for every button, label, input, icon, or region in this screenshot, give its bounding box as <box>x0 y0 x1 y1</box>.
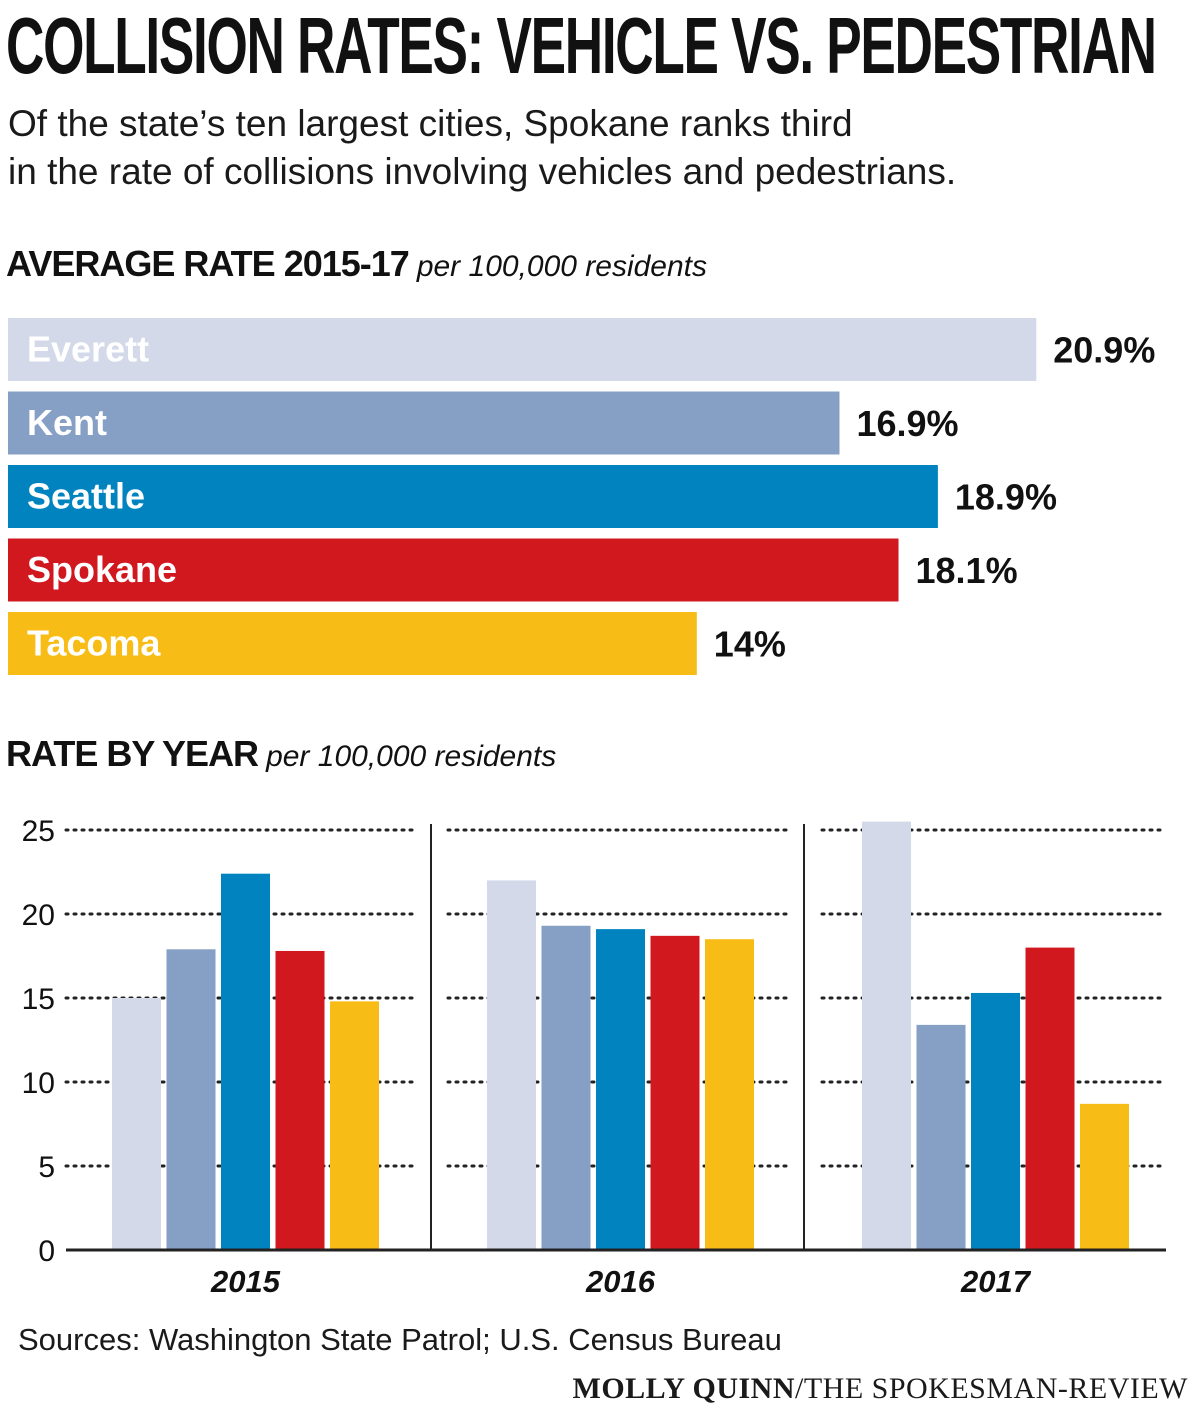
x-category-label-2016: 2016 <box>585 1264 656 1299</box>
source-note: Sources: Washington State Patrol; U.S. C… <box>18 1322 782 1357</box>
average-rate-chart: Everett 20.9% Kent 16.9% Seattle 18.9% Spokane… <box>8 318 1155 675</box>
avg-bar-label-tacoma: Tacoma <box>27 623 161 664</box>
y-tick-label-20: 20 <box>22 899 55 932</box>
avg-bar-label-spokane: Spokane <box>27 549 177 590</box>
avg-bar-tacoma <box>8 612 697 675</box>
avg-bar-everett <box>8 318 1037 381</box>
bar-2015-kent <box>166 949 216 1250</box>
bar-2017-everett <box>862 821 911 1250</box>
credit-org: /THE SPOKESMAN-REVIEW <box>795 1372 1188 1405</box>
rate-by-year-heading: RATE BY YEAR per 100,000 residents <box>6 733 556 775</box>
x-category-label-2017: 2017 <box>960 1264 1032 1299</box>
avg-bar-label-kent: Kent <box>27 402 107 443</box>
avg-bar-value-everett: 20.9% <box>1053 330 1155 371</box>
y-tick-label-0: 0 <box>38 1235 55 1268</box>
credit-author: MOLLY QUINN <box>572 1372 795 1405</box>
bar-2017-seattle <box>971 992 1020 1250</box>
avg-bar-label-seattle: Seattle <box>27 476 145 517</box>
x-category-label-2015: 2015 <box>210 1264 281 1299</box>
bar-2016-kent <box>541 925 591 1250</box>
bar-2015-everett <box>112 998 161 1250</box>
average-rate-unit: per 100,000 residents <box>416 250 708 283</box>
chart-title: COLLISION RATES: VEHICLE VS. PEDESTRIAN <box>6 1 1157 90</box>
subtitle-line-1: Of the state’s ten largest cities, Spoka… <box>8 103 853 144</box>
avg-bar-label-everett: Everett <box>27 329 149 370</box>
chart-subtitle: Of the state’s ten largest cities, Spoka… <box>8 100 956 196</box>
y-tick-label-25: 25 <box>22 815 55 848</box>
bar-2015-spokane <box>275 950 325 1250</box>
avg-bar-value-spokane: 18.1% <box>916 550 1018 591</box>
y-tick-label-5: 5 <box>38 1151 55 1184</box>
bar-2015-seattle <box>221 873 270 1250</box>
rate-by-year-title: RATE BY YEAR <box>6 733 259 774</box>
avg-bar-value-seattle: 18.9% <box>955 477 1057 518</box>
bar-2016-everett <box>487 880 536 1250</box>
average-rate-heading: AVERAGE RATE 2015-17 per 100,000 resident… <box>6 243 707 285</box>
bar-2016-tacoma <box>705 939 754 1250</box>
rate-by-year-unit: per 100,000 residents <box>266 740 557 773</box>
subtitle-line-2: in the rate of collisions involving vehi… <box>8 151 957 192</box>
bar-2015-tacoma <box>330 1001 379 1250</box>
avg-bar-kent <box>8 391 840 455</box>
avg-bar-seattle <box>8 465 938 528</box>
bar-2016-spokane <box>650 935 700 1250</box>
credit-line: MOLLY QUINN/THE SPOKESMAN-REVIEW <box>573 1372 1188 1406</box>
avg-bar-spokane <box>8 538 899 602</box>
bar-2017-spokane <box>1025 947 1075 1250</box>
bar-2017-kent <box>916 1024 966 1250</box>
y-tick-label-15: 15 <box>22 983 55 1016</box>
avg-bar-value-tacoma: 14% <box>714 624 786 665</box>
bar-2016-seattle <box>596 929 645 1250</box>
average-rate-title: AVERAGE RATE 2015-17 <box>6 243 410 284</box>
rate-by-year-chart: 0 5 10 15 20 25 2015 2016 2017 <box>22 815 1168 1299</box>
bar-2017-tacoma <box>1080 1103 1129 1250</box>
avg-bar-value-kent: 16.9% <box>856 403 958 444</box>
y-tick-label-10: 10 <box>22 1067 55 1100</box>
